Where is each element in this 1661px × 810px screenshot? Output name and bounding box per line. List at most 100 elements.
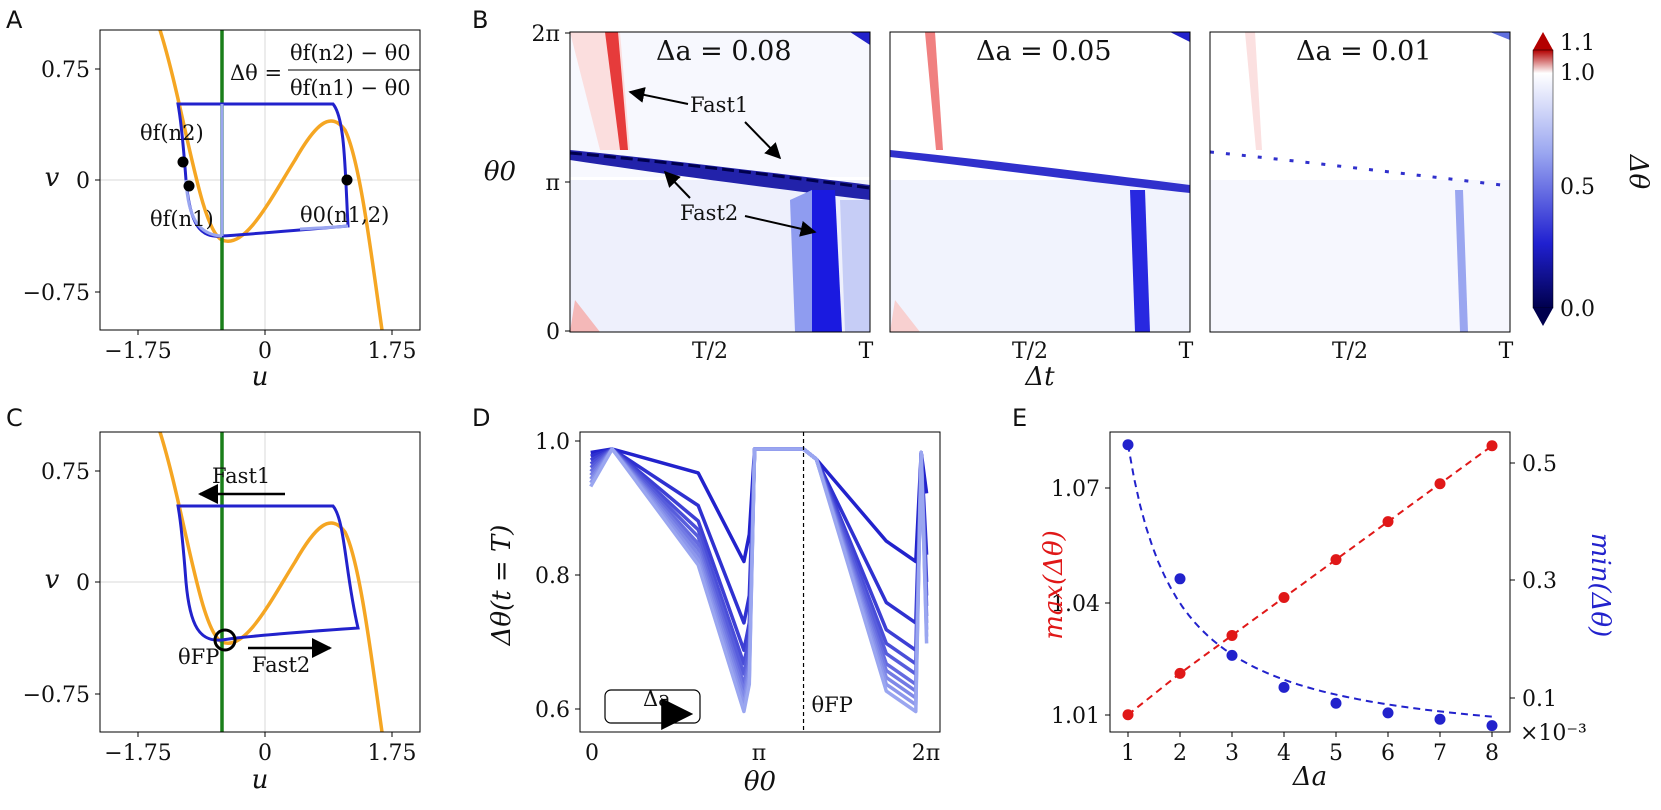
fast1-label: Fast1 <box>690 93 748 117</box>
d-xtick: 0 <box>585 741 599 766</box>
c-xtick: −1.75 <box>104 741 171 766</box>
formula-numerator: θf(n2) − θ0 <box>290 41 411 65</box>
b-xtick: T <box>1179 339 1194 364</box>
c-ytick: −0.75 <box>23 683 90 708</box>
fixed-point-marker <box>213 628 237 652</box>
e-xtick: 3 <box>1225 741 1239 766</box>
cb-label: Δθ <box>1623 154 1653 190</box>
e-max-fit <box>1127 444 1493 716</box>
e-max-point <box>1434 478 1446 490</box>
fast2-label: Fast2 <box>680 201 738 225</box>
e-max-point <box>1174 667 1186 679</box>
a-xtick: 1.75 <box>368 339 417 364</box>
e-xtick: 2 <box>1173 741 1187 766</box>
e-max-point <box>1226 629 1238 641</box>
b-subtitle: Δa = 0.01 <box>1296 36 1432 67</box>
d-xlabel: θ0 <box>744 767 776 797</box>
colorbar: 1.1 1.0 0.5 0.0 Δθ <box>1532 31 1653 326</box>
d-legend-label: Δa <box>643 687 671 711</box>
e-min-fit <box>1127 444 1493 718</box>
d-xtick: 2π <box>912 741 940 766</box>
b-ytick: 0 <box>546 320 560 345</box>
d-ylabel: Δθ(t = T) <box>487 525 517 647</box>
theta-f-n2-point <box>177 156 189 168</box>
b-xlabel: Δt <box>1024 362 1055 392</box>
panel-b-label: B <box>472 6 488 34</box>
e-xlabel: Δa <box>1292 762 1327 792</box>
a-xtick: −1.75 <box>104 339 171 364</box>
e-min-point <box>1122 439 1134 451</box>
b-subtitle: Δa = 0.08 <box>656 36 792 67</box>
e-min-point <box>1486 720 1498 732</box>
e-xtick: 4 <box>1277 741 1291 766</box>
e-xtick: 6 <box>1381 741 1395 766</box>
cb-tick: 0.5 <box>1560 175 1595 200</box>
e-min-point <box>1330 697 1342 709</box>
panel-c: C Fast1 Fast2 θFP 0.75 0 −0.75 −1.75 0 1… <box>6 404 421 795</box>
heatmap-3 <box>1209 31 1511 333</box>
d-ytick: 0.6 <box>535 698 570 723</box>
e-ylabel-left: max(Δθ) <box>1039 530 1069 640</box>
cb-tick: 1.0 <box>1560 61 1595 86</box>
panel-a-label: A <box>6 6 23 34</box>
e-series-group <box>1122 439 1498 732</box>
panel-d: D θFP Δa 1.0 0.8 0.6 0 π 2π θ0 Δθ(t = T) <box>472 404 941 797</box>
c-xtick: 1.75 <box>368 741 417 766</box>
heatmap-2 <box>889 31 1191 333</box>
formula-denominator: θf(n1) − θ0 <box>290 76 411 100</box>
d-series-group <box>589 447 929 714</box>
c-ytick: 0.75 <box>41 460 90 485</box>
cb-tick: 0.0 <box>1560 297 1595 322</box>
b-ylabel: θ0 <box>484 157 516 187</box>
b-xtick: T/2 <box>1012 339 1048 364</box>
panel-b: B <box>472 6 1653 392</box>
a-ytick: −0.75 <box>23 281 90 306</box>
e-exponent: ×10⁻³ <box>1520 721 1587 746</box>
d-series-line <box>589 447 929 714</box>
e-max-point <box>1330 554 1342 566</box>
formula-lhs: Δθ = <box>230 61 282 85</box>
b-xtick: T/2 <box>692 339 728 364</box>
b-xtick: T/2 <box>1332 339 1368 364</box>
c-fast2-label: Fast2 <box>252 653 310 677</box>
e-max-point <box>1278 592 1290 604</box>
panel-d-label: D <box>472 404 490 432</box>
e-xtick: 7 <box>1433 741 1447 766</box>
u-nullcline-curve <box>158 30 384 330</box>
e-xtick: 8 <box>1485 741 1499 766</box>
e-ytick-right: 0.1 <box>1522 687 1557 712</box>
e-max-point <box>1382 516 1394 528</box>
c-ylabel: v <box>45 565 60 595</box>
limit-cycle-curve <box>176 504 360 642</box>
panel-e: E 1.07 1.04 1.01 0.5 0.3 0.1 1 2 3 4 5 6 7 8 ×1… <box>1012 404 1615 792</box>
theta-f-n1-label: θf(n1) <box>150 207 214 231</box>
d-ytick: 0.8 <box>535 564 570 589</box>
c-fast1-label: Fast1 <box>212 464 270 488</box>
b-ytick: 2π <box>532 22 560 47</box>
c-xlabel: u <box>252 765 269 795</box>
panel-e-label: E <box>1012 404 1027 432</box>
panel-a: A θf(n2) θf(n1) θ0(n1,2) Δθ = θf(n2) − θ… <box>6 6 421 392</box>
a-xlabel: u <box>252 362 269 392</box>
cb-tick: 1.1 <box>1560 31 1595 56</box>
a-ylabel: v <box>45 163 60 193</box>
e-xtick: 5 <box>1329 741 1343 766</box>
b-subtitle: Δa = 0.05 <box>976 36 1112 67</box>
theta-f-n1-point <box>183 180 195 192</box>
c-ytick: 0 <box>76 571 90 596</box>
e-ytick-left: 1.04 <box>1051 592 1100 617</box>
e-min-point <box>1434 713 1446 725</box>
e-min-point <box>1382 707 1394 719</box>
theta-f-n2-label: θf(n2) <box>140 121 204 145</box>
b-xtick: T <box>859 339 874 364</box>
e-ytick-right: 0.3 <box>1522 569 1557 594</box>
d-ytick: 1.0 <box>535 430 570 455</box>
a-xtick: 0 <box>258 339 272 364</box>
d-theta-fp-label: θFP <box>812 693 853 717</box>
e-xtick-group: 1 2 3 4 5 6 7 8 <box>1121 732 1499 766</box>
e-max-point <box>1486 440 1498 452</box>
heatmap-1 <box>569 31 871 333</box>
a-ytick: 0 <box>76 169 90 194</box>
u-nullcline-curve <box>158 432 384 732</box>
